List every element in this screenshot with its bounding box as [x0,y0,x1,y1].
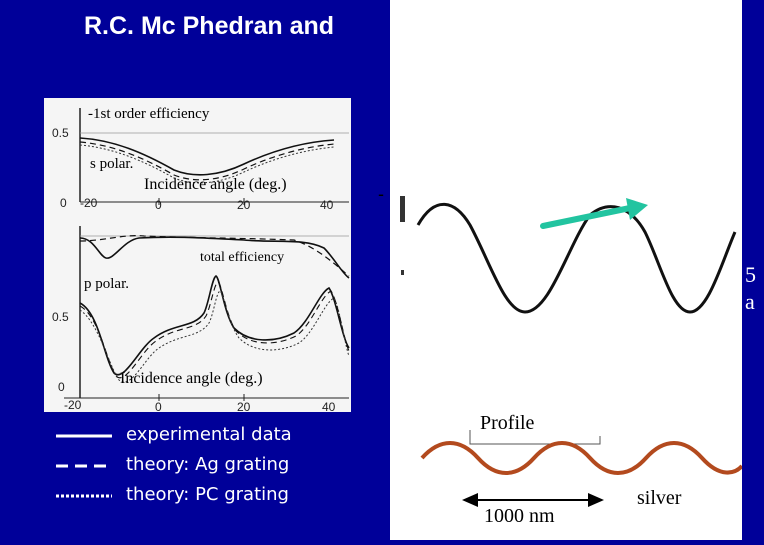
profile-scan-drawing [400,196,737,314]
efficiency-plots [64,108,350,401]
top-x-tick-0: 0 [155,198,162,212]
legend-item-pc-theory: theory: PC grating [56,484,376,508]
material-label: silver [637,487,682,509]
scan-dash: - [378,184,384,204]
top-y-tick-zero: 0 [60,196,67,210]
bottom-x-tick-0: 0 [155,400,162,414]
dotted-line-swatch [56,494,112,498]
top-x-tick-neg20: -20 [80,196,98,210]
clipped-text-fragment: 5 [745,262,756,287]
bottom-y-tick-zero: 0 [58,380,65,394]
top-plot-label: -1st order efficiency [88,106,210,122]
legend-label: experimental data [126,424,292,445]
grating-profile-inset: Profile silver 1000 nm [390,392,744,540]
bottom-y-tick-high: 0.5 [52,310,69,324]
clipped-text-fragment: a [745,289,755,314]
top-x-tick-40: 40 [320,198,334,212]
bottom-x-tick-40: 40 [322,400,336,414]
bottom-x-tick-20: 20 [237,400,251,414]
surface-profile-scan: - [378,0,742,392]
bottom-plot-label: total efficiency [200,250,285,265]
efficiency-figure: -1st order efficiency 0.5 s polar. Incid… [44,98,351,414]
profile-inset-drawing [420,430,744,507]
legend-label: theory: Ag grating [126,454,290,475]
solid-line-swatch [56,434,112,438]
legend-item-ag-theory: theory: Ag grating [56,454,376,478]
scale-label: 1000 nm [484,505,555,527]
top-y-tick-high: 0.5 [52,126,69,140]
bottom-x-tick-neg20: -20 [64,398,82,412]
top-plot-polarization: s polar. [90,156,134,172]
profile-label: Profile [480,412,535,434]
top-plot-xlabel: Incidence angle (deg.) [144,176,287,193]
bottom-plot-polarization: p polar. [84,276,129,292]
legend-label: theory: PC grating [126,484,289,505]
slide-title: R.C. Mc Phedran and [84,12,335,40]
top-x-tick-20: 20 [237,198,251,212]
legend-item-experimental: experimental data [56,424,376,448]
dashed-line-swatch [56,464,112,468]
bottom-plot-xlabel: Incidence angle (deg.) [120,370,263,387]
